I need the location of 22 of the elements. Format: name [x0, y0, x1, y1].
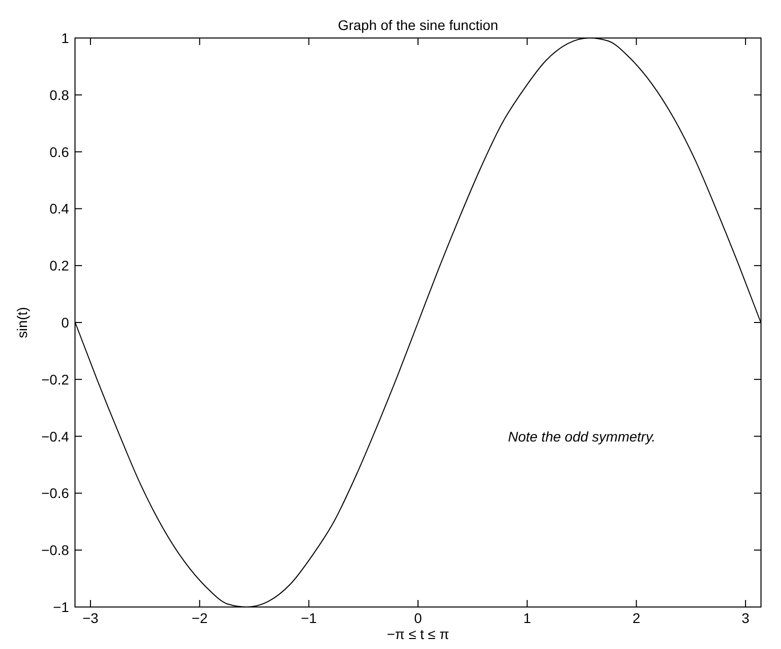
x-tick-label: −2: [192, 610, 208, 626]
y-tick-label: −1: [53, 599, 70, 615]
y-tick-label: 0.6: [50, 144, 70, 160]
x-tick-label: 0: [414, 610, 422, 626]
x-tick-label: −3: [82, 610, 99, 626]
x-axis-title: −π ≤ t ≤ π: [386, 626, 450, 642]
annotation: Note the odd symmetry.: [508, 428, 656, 444]
y-tick-label: 0: [61, 314, 70, 330]
y-tick-label: 0.4: [50, 200, 70, 217]
y-tick-label: 0.2: [50, 258, 70, 274]
y-tick-label: −0.4: [41, 428, 70, 444]
y-tick-label: −0.2: [41, 371, 70, 388]
y-tick-label: 0.8: [50, 86, 70, 103]
x-tick-label: 3: [742, 610, 750, 626]
x-tick-label: −1: [300, 610, 318, 626]
y-tick-label: −0.6: [41, 485, 70, 502]
y-tick-label: 1: [61, 30, 70, 46]
y-axis-title: sin(t): [14, 306, 30, 338]
y-tick-label: −0.8: [41, 542, 70, 558]
x-tick-label: 2: [632, 610, 640, 626]
x-tick-label: 1: [523, 610, 532, 626]
chart-title: Graph of the sine function: [338, 17, 498, 33]
